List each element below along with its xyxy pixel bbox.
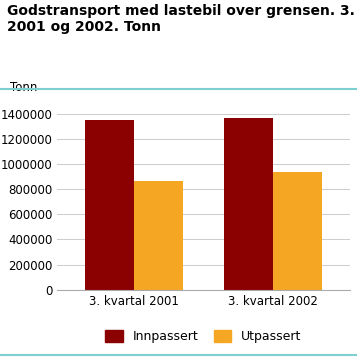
Bar xyxy=(225,118,273,290)
Bar xyxy=(85,119,134,290)
Text: Tonn: Tonn xyxy=(10,81,37,94)
Legend: Innpassert, Utpassert: Innpassert, Utpassert xyxy=(105,330,302,343)
Bar xyxy=(273,172,322,290)
Text: Godstransport med lastebil over grensen. 3. kvartal
2001 og 2002. Tonn: Godstransport med lastebil over grensen.… xyxy=(7,4,357,34)
Bar xyxy=(134,181,182,290)
